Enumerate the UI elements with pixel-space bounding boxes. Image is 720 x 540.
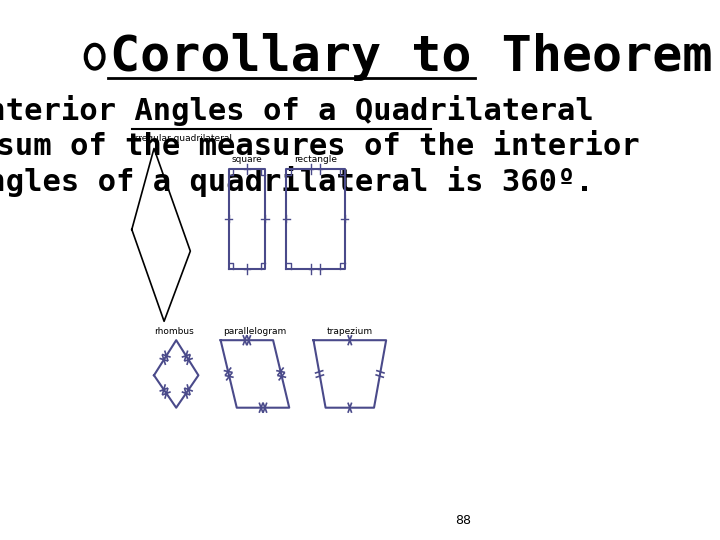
Text: rhombus: rhombus bbox=[154, 327, 194, 336]
Text: square: square bbox=[231, 156, 262, 164]
Text: trapezium: trapezium bbox=[327, 327, 373, 336]
Text: 88: 88 bbox=[455, 514, 471, 526]
Text: parallelogram: parallelogram bbox=[223, 327, 287, 336]
Text: Corollary to Theorem 5.16: Corollary to Theorem 5.16 bbox=[109, 33, 720, 80]
Text: rectangle: rectangle bbox=[294, 156, 337, 164]
Text: irregular quadrilateral: irregular quadrilateral bbox=[132, 134, 232, 143]
Text: The sum of the measures of the interior
angles of a quadrilateral is 360º.: The sum of the measures of the interior … bbox=[0, 132, 639, 197]
Text: Interior Angles of a Quadrilateral: Interior Angles of a Quadrilateral bbox=[0, 95, 593, 126]
